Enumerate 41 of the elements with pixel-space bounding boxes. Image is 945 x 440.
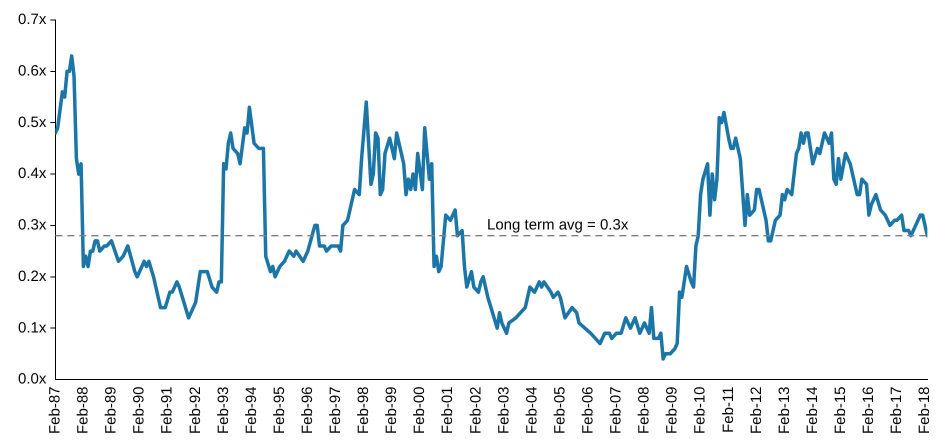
x-tick-label: Feb-10: [692, 386, 709, 434]
x-tick-label: Feb-94: [242, 386, 260, 434]
x-tick-label: Feb-08: [636, 386, 653, 434]
x-tick-label: Feb-09: [664, 386, 681, 434]
x-tick-label: Feb-91: [158, 386, 176, 434]
x-tick-label: Feb-01: [439, 386, 456, 434]
y-tick-label: 0.6x: [18, 62, 47, 80]
x-tick-label: Feb-87: [46, 386, 64, 434]
x-tick-label: Feb-05: [551, 386, 568, 434]
x-tick-label: Feb-98: [355, 386, 372, 434]
x-tick-label: Feb-02: [467, 386, 484, 434]
x-tick-label: Feb-17: [888, 386, 906, 434]
y-tick-label: 0.3x: [18, 216, 47, 234]
x-tick-label: Feb-92: [186, 386, 204, 434]
y-tick-label: 0.4x: [18, 165, 47, 182]
x-tick-label: Feb-14: [804, 386, 821, 434]
ref-line-label: Long term avg = 0.3x: [486, 216, 629, 234]
x-tick-label: Feb-18: [916, 386, 934, 434]
x-tick-label: Feb-89: [102, 386, 120, 434]
y-tick-label: 0.5x: [18, 114, 47, 131]
x-tick-label: Feb-99: [383, 386, 400, 434]
x-tick-label: Feb-90: [130, 386, 148, 434]
x-tick-label: Feb-95: [270, 386, 288, 434]
x-tick-label: Feb-00: [411, 386, 428, 434]
x-tick-label: Feb-12: [748, 386, 765, 434]
x-tick-label: Feb-15: [832, 386, 849, 434]
x-tick-label: Feb-16: [860, 386, 878, 434]
x-tick-label: Feb-97: [327, 386, 344, 434]
y-tick-label: 0.7x: [18, 11, 47, 28]
y-tick-label: 0.2x: [18, 268, 47, 285]
y-tick-label: 0.0x: [18, 370, 47, 388]
x-tick-label: Feb-04: [523, 386, 540, 434]
x-tick-label: Feb-96: [298, 386, 316, 434]
x-tick-label: Feb-88: [74, 386, 92, 434]
y-tick-label: 0.1x: [18, 319, 47, 336]
x-tick-label: Feb-03: [495, 386, 512, 434]
x-tick-label: Feb-07: [608, 386, 625, 434]
x-tick-label: Feb-93: [214, 386, 232, 434]
x-tick-label: Feb-11: [720, 386, 737, 433]
x-tick-label: Feb-13: [776, 386, 793, 434]
x-tick-label: Feb-06: [580, 386, 597, 434]
